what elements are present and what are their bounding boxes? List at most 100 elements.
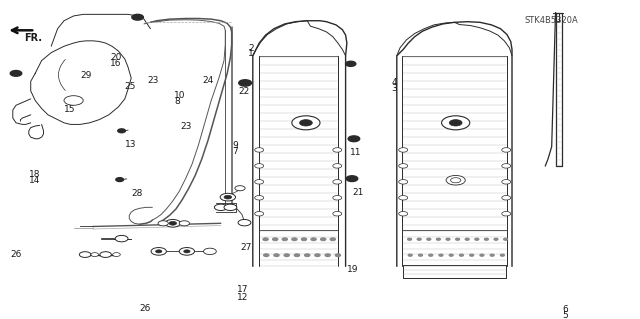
Text: 14: 14: [29, 176, 40, 185]
Text: 19: 19: [347, 265, 358, 274]
Text: 8: 8: [174, 97, 180, 106]
Circle shape: [449, 120, 462, 126]
Text: 25: 25: [125, 82, 136, 91]
Circle shape: [301, 238, 307, 241]
Text: 20: 20: [110, 53, 122, 62]
Circle shape: [333, 196, 342, 200]
Circle shape: [504, 238, 508, 240]
Text: 18: 18: [29, 170, 40, 179]
Circle shape: [419, 254, 422, 256]
Circle shape: [446, 238, 450, 240]
Circle shape: [449, 254, 453, 256]
Circle shape: [442, 116, 470, 130]
Circle shape: [502, 211, 511, 216]
Circle shape: [165, 219, 180, 227]
Text: 13: 13: [125, 140, 136, 149]
Text: 3: 3: [392, 84, 397, 93]
Text: 26: 26: [140, 304, 151, 313]
Text: STK4B5320A: STK4B5320A: [525, 16, 579, 25]
Text: 6: 6: [562, 305, 568, 314]
Circle shape: [502, 180, 511, 184]
Text: 1: 1: [248, 49, 254, 58]
Circle shape: [436, 238, 440, 240]
Circle shape: [264, 254, 269, 256]
Circle shape: [429, 254, 433, 256]
Circle shape: [255, 180, 264, 184]
Circle shape: [451, 178, 461, 183]
Circle shape: [399, 148, 408, 152]
Text: 7: 7: [232, 147, 238, 156]
Circle shape: [305, 254, 310, 256]
Circle shape: [330, 238, 335, 241]
Circle shape: [224, 204, 237, 211]
Text: 5: 5: [562, 311, 568, 319]
Circle shape: [224, 195, 232, 199]
Circle shape: [494, 238, 498, 240]
Circle shape: [113, 253, 120, 256]
Text: 15: 15: [64, 105, 76, 114]
Circle shape: [263, 238, 268, 241]
Text: 29: 29: [81, 71, 92, 80]
Circle shape: [439, 254, 443, 256]
Circle shape: [399, 180, 408, 184]
Circle shape: [239, 80, 252, 86]
Text: 24: 24: [202, 76, 214, 85]
Circle shape: [169, 221, 177, 225]
Circle shape: [315, 254, 320, 256]
Circle shape: [79, 252, 91, 257]
Circle shape: [158, 221, 168, 226]
Text: 10: 10: [174, 91, 186, 100]
Circle shape: [284, 254, 289, 256]
Circle shape: [255, 148, 264, 152]
Text: 17: 17: [237, 285, 248, 294]
Text: 27: 27: [240, 243, 252, 252]
Circle shape: [204, 248, 216, 255]
Text: 16: 16: [110, 59, 122, 68]
Circle shape: [408, 254, 412, 256]
Text: 23: 23: [147, 76, 159, 85]
Circle shape: [470, 254, 474, 256]
Circle shape: [273, 238, 278, 241]
Circle shape: [321, 238, 326, 241]
Circle shape: [179, 248, 195, 255]
Circle shape: [294, 254, 300, 256]
Circle shape: [325, 254, 330, 256]
Circle shape: [502, 196, 511, 200]
Circle shape: [446, 175, 465, 185]
Circle shape: [335, 254, 340, 256]
Circle shape: [484, 238, 488, 240]
Circle shape: [282, 238, 287, 241]
Text: 11: 11: [350, 148, 362, 157]
Circle shape: [214, 204, 227, 211]
Circle shape: [502, 148, 511, 152]
Text: 12: 12: [237, 293, 248, 301]
Circle shape: [502, 164, 511, 168]
Circle shape: [220, 193, 236, 201]
Text: 21: 21: [353, 188, 364, 197]
Circle shape: [132, 14, 143, 20]
Text: 23: 23: [180, 122, 192, 131]
Circle shape: [10, 70, 22, 76]
Circle shape: [235, 186, 245, 191]
Circle shape: [490, 254, 494, 256]
Circle shape: [399, 211, 408, 216]
Circle shape: [238, 219, 251, 226]
Circle shape: [100, 252, 111, 257]
Circle shape: [91, 253, 99, 256]
Text: 22: 22: [239, 87, 250, 96]
Circle shape: [348, 136, 360, 142]
Circle shape: [255, 211, 264, 216]
Circle shape: [179, 221, 189, 226]
Circle shape: [115, 235, 128, 242]
Circle shape: [399, 196, 408, 200]
Circle shape: [480, 254, 484, 256]
Circle shape: [156, 250, 162, 253]
Circle shape: [460, 254, 463, 256]
Circle shape: [116, 178, 124, 182]
Circle shape: [64, 96, 83, 105]
Text: FR.: FR.: [24, 33, 42, 43]
Circle shape: [417, 238, 421, 240]
Circle shape: [475, 238, 479, 240]
Circle shape: [274, 254, 279, 256]
Circle shape: [118, 129, 125, 133]
